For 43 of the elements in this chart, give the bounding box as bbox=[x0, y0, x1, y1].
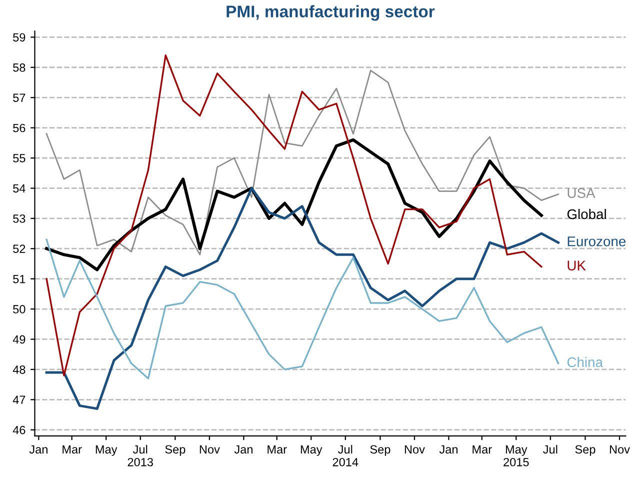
x-tick-label: Sep bbox=[575, 445, 596, 456]
series-label: China bbox=[567, 356, 603, 368]
x-tick-label: Sep bbox=[165, 445, 186, 456]
y-tick-label: 47 bbox=[12, 396, 26, 404]
line-series bbox=[46, 70, 559, 256]
x-tick-label: Sep bbox=[370, 445, 390, 456]
y-tick-label: 51 bbox=[13, 274, 26, 284]
y-tick-label: 52 bbox=[13, 244, 26, 254]
x-tick-label: Nov bbox=[610, 445, 630, 454]
x-tick-label: Nov bbox=[200, 445, 220, 454]
x-tick-label: Mar bbox=[62, 445, 82, 454]
x-tick-label: May 2015 bbox=[504, 445, 529, 466]
y-tick-label: 58 bbox=[13, 63, 26, 72]
x-tick-label: Mar bbox=[268, 445, 287, 454]
line-series bbox=[45, 138, 543, 272]
line-series bbox=[46, 238, 560, 380]
x-tick-label: Jul bbox=[543, 444, 558, 454]
x-tick-label: Jul 2013 bbox=[128, 444, 153, 466]
y-tick-label: 59 bbox=[13, 33, 26, 42]
y-tick-label: 56 bbox=[13, 124, 26, 132]
x-tick-label: May bbox=[96, 445, 118, 456]
y-tick-label: 50 bbox=[13, 305, 26, 314]
series-label: UK bbox=[568, 260, 586, 270]
y-tick-label: 46 bbox=[12, 426, 26, 434]
x-tick-label: Nov bbox=[404, 445, 425, 454]
series-label: Eurozone bbox=[568, 236, 626, 246]
x-tick-label: Jan bbox=[439, 445, 458, 454]
y-tick-label: 48 bbox=[12, 365, 26, 374]
line-series bbox=[45, 186, 560, 410]
line-series bbox=[46, 54, 542, 376]
series-label: USA bbox=[568, 188, 596, 198]
y-tick-label: 57 bbox=[13, 94, 26, 102]
x-tick-label: Mar bbox=[472, 445, 492, 454]
y-tick-label: 53 bbox=[13, 214, 26, 223]
x-tick-label: Jan bbox=[29, 445, 48, 454]
x-tick-label: Jul 2014 bbox=[332, 444, 358, 466]
x-tick-label: May bbox=[300, 445, 322, 456]
series-label: Global bbox=[567, 208, 606, 220]
x-tick-label: Jan bbox=[234, 445, 252, 454]
y-tick-label: 49 bbox=[12, 335, 26, 344]
chart-title: PMI, manufacturing sector bbox=[226, 5, 435, 21]
y-tick-label: 54 bbox=[13, 184, 26, 193]
y-tick-label: 55 bbox=[13, 154, 26, 162]
